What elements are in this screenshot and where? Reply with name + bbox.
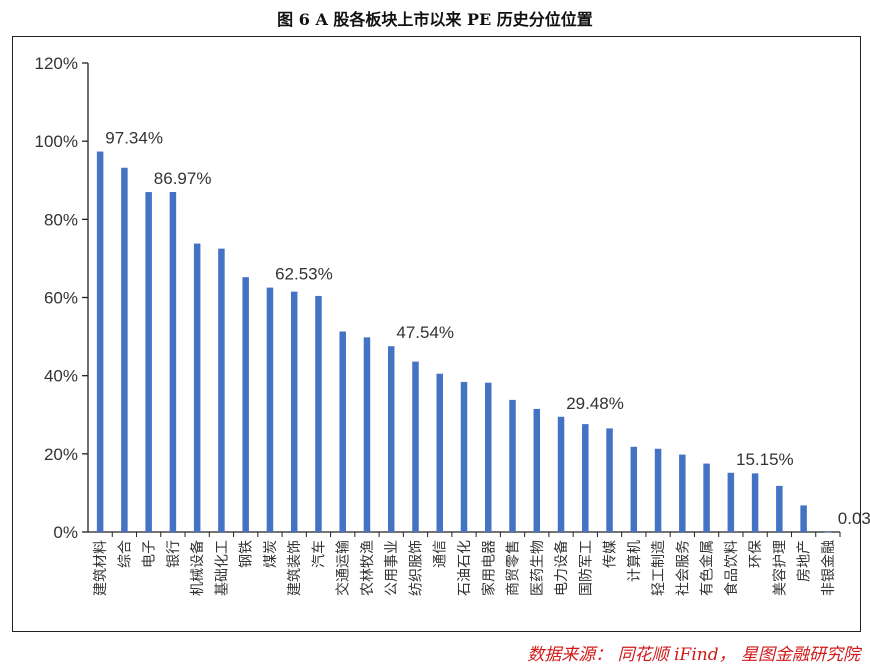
x-tick-label: 汽车 <box>310 540 327 568</box>
x-tick-label: 纺织服饰 <box>408 540 424 596</box>
x-tick-label: 商贸零售 <box>506 540 522 596</box>
x-tick-label: 机械设备 <box>189 540 206 596</box>
bar <box>800 505 807 532</box>
bar <box>679 454 686 532</box>
x-tick-label: 煤炭 <box>263 540 279 568</box>
x-tick-label: 建筑装饰 <box>287 540 303 596</box>
chart-title: 图 6 A 股各板块上市以来 PE 历史分位位置 <box>277 10 593 29</box>
x-tick-label: 银行 <box>166 540 182 568</box>
bar <box>121 167 128 532</box>
data-label: 62.53% <box>275 265 333 284</box>
x-tick-label: 非银金融 <box>821 540 837 596</box>
x-tick-label: 农林牧渔 <box>360 540 376 596</box>
x-tick-label: 电子 <box>142 540 158 568</box>
bar <box>533 408 541 532</box>
bar <box>218 248 225 533</box>
x-tick-label: 电力设备 <box>553 540 570 596</box>
y-tick-label: 0% <box>53 523 78 542</box>
bar <box>751 473 759 532</box>
bar <box>145 192 152 532</box>
x-tick-label: 钢铁 <box>239 540 255 568</box>
bar <box>290 291 298 532</box>
x-tick-label: 公用事业 <box>384 540 400 596</box>
y-tick-label: 40% <box>44 367 78 386</box>
x-tick-label: 交通运输 <box>335 540 352 596</box>
x-tick-label: 传媒 <box>603 540 619 568</box>
y-tick-label: 100% <box>35 132 78 151</box>
bar <box>387 346 395 532</box>
y-tick-label: 120% <box>35 54 78 73</box>
x-tick-label: 国防军工 <box>578 540 594 596</box>
x-tick-label: 通信 <box>433 540 449 568</box>
x-tick-label: 食品饮料 <box>723 540 740 596</box>
x-tick-label: 计算机 <box>627 540 643 582</box>
bar <box>193 243 201 532</box>
data-label: 47.54% <box>396 323 454 342</box>
bar <box>727 472 735 532</box>
x-tick-label: 美容护理 <box>771 540 788 596</box>
data-label: 29.48% <box>566 394 624 413</box>
x-tick-label: 有色金属 <box>699 540 716 596</box>
y-tick-label: 80% <box>44 210 78 229</box>
bar <box>266 287 274 532</box>
bar <box>824 531 832 533</box>
bar <box>96 151 104 532</box>
x-tick-label: 家用电器 <box>480 540 497 596</box>
bar <box>436 373 443 532</box>
data-label: 97.34% <box>105 129 163 148</box>
data-source-note: 数据来源： 同花顺 iFind， 星图金融研究院 <box>527 645 860 665</box>
x-tick-label: 房地产 <box>797 540 813 582</box>
x-tick-label: 石油石化 <box>457 540 473 596</box>
bar <box>557 416 565 532</box>
bar <box>339 331 346 532</box>
bar <box>582 424 589 532</box>
x-tick-label: 建筑材料 <box>93 540 109 596</box>
bar <box>363 337 371 532</box>
bar <box>630 446 638 532</box>
x-tick-label: 医药生物 <box>530 540 546 596</box>
data-label: 86.97% <box>154 169 212 188</box>
y-tick-label: 60% <box>44 289 78 308</box>
bar <box>315 295 322 532</box>
x-tick-label: 轻工制造 <box>651 540 667 596</box>
bar <box>776 485 783 532</box>
bar <box>242 277 249 532</box>
bar <box>606 428 613 532</box>
bar <box>169 191 177 532</box>
bar <box>509 399 516 532</box>
bar <box>703 463 710 532</box>
data-label: 0.03% <box>838 509 870 528</box>
chart-frame <box>12 36 861 632</box>
y-tick-label: 20% <box>44 445 78 464</box>
x-tick-label: 环保 <box>748 540 764 568</box>
data-label: 15.15% <box>736 450 794 469</box>
bar <box>654 448 662 532</box>
bar <box>485 382 492 532</box>
x-tick-label: 社会服务 <box>675 540 691 596</box>
x-tick-label: 基础化工 <box>213 540 230 596</box>
bar <box>460 381 468 532</box>
bar <box>412 361 419 532</box>
x-tick-label: 综合 <box>117 540 133 568</box>
